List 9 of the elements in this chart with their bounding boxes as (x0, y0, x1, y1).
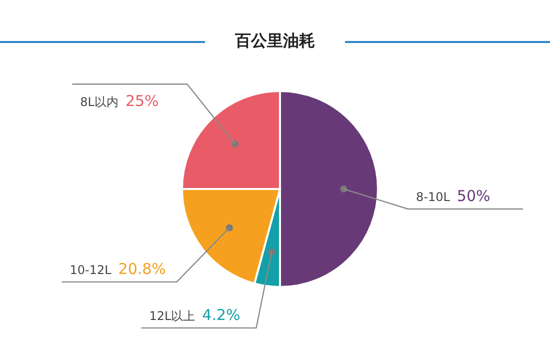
chart-title: 百公里油耗 (234, 31, 316, 52)
data-label: 4.2% (202, 306, 240, 324)
slice-label: 8L以内 (80, 95, 118, 110)
data-label: 25% (125, 92, 159, 110)
data-label: 20.8% (118, 260, 166, 278)
slice-label: 12L以上 (149, 308, 196, 323)
slice-label: 10-12L (70, 262, 112, 277)
data-label: 50% (456, 187, 490, 205)
slice-label: 8-10L (416, 190, 450, 204)
